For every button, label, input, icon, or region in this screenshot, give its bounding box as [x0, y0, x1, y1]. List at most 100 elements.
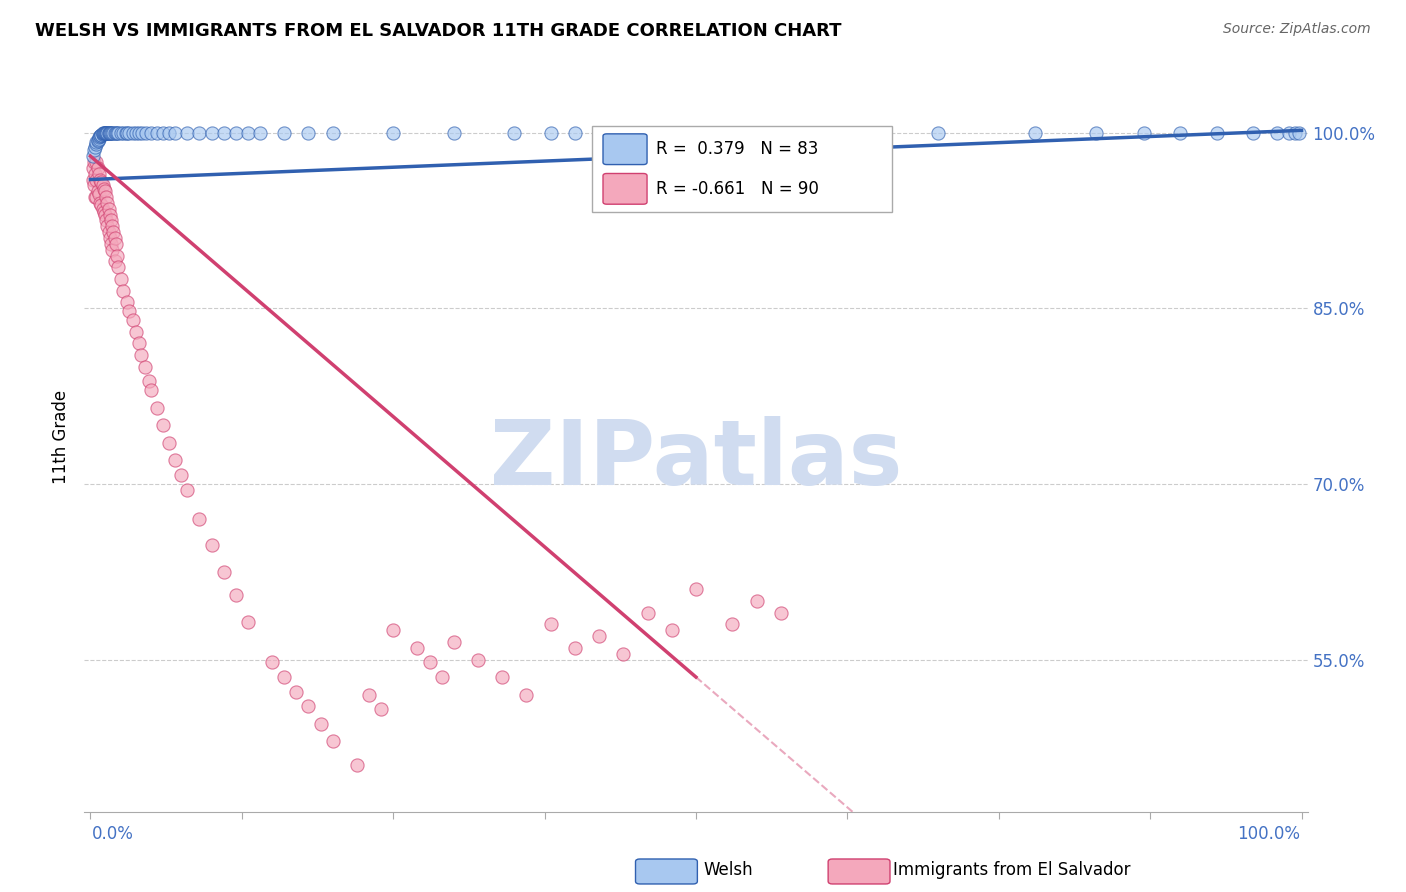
Point	[84, 139, 107, 153]
Point	[139, 126, 162, 140]
Point	[100, 213, 122, 227]
Point	[188, 126, 211, 140]
Point	[112, 126, 135, 140]
Point	[249, 126, 271, 140]
Point	[128, 336, 150, 351]
Point	[90, 175, 112, 189]
FancyBboxPatch shape	[603, 173, 647, 204]
Point	[612, 647, 634, 661]
Point	[503, 126, 526, 140]
Point	[101, 219, 124, 234]
Point	[128, 126, 150, 140]
Point	[357, 688, 380, 702]
Point	[82, 172, 104, 186]
Point	[91, 127, 114, 141]
Point	[131, 126, 153, 140]
Point	[134, 359, 156, 374]
Point	[86, 134, 108, 148]
Point	[96, 219, 118, 234]
Point	[83, 155, 105, 169]
Point	[637, 126, 659, 140]
Point	[89, 129, 111, 144]
Point	[105, 249, 128, 263]
Point	[96, 126, 118, 140]
Point	[262, 655, 284, 669]
Point	[125, 126, 148, 140]
Point	[225, 588, 247, 602]
Bar	[592, 126, 891, 212]
Point	[90, 128, 112, 142]
Point	[98, 231, 121, 245]
Point	[96, 196, 118, 211]
Point	[94, 208, 117, 222]
Point	[588, 629, 610, 643]
Point	[83, 178, 105, 193]
Point	[491, 670, 513, 684]
Text: R =  0.379   N = 83: R = 0.379 N = 83	[655, 140, 818, 158]
Point	[86, 133, 108, 147]
Point	[165, 126, 187, 140]
Text: Source: ZipAtlas.com: Source: ZipAtlas.com	[1223, 22, 1371, 37]
FancyBboxPatch shape	[603, 134, 647, 164]
Point	[188, 512, 211, 526]
Point	[152, 126, 174, 140]
Point	[745, 594, 768, 608]
Point	[87, 130, 110, 145]
Point	[721, 617, 744, 632]
Point	[118, 303, 141, 318]
Point	[96, 126, 118, 140]
Point	[105, 126, 128, 140]
Point	[346, 757, 368, 772]
Point	[84, 190, 107, 204]
Point	[89, 196, 111, 211]
Point	[115, 126, 138, 140]
Point	[97, 225, 120, 239]
Point	[86, 155, 108, 169]
Point	[443, 635, 465, 649]
Text: Welsh: Welsh	[703, 861, 752, 879]
Point	[93, 126, 115, 140]
Point	[1265, 126, 1288, 140]
Point	[97, 126, 120, 140]
Point	[86, 172, 108, 186]
Point	[1278, 126, 1301, 140]
Point	[382, 126, 405, 140]
Point	[165, 453, 187, 467]
Point	[146, 126, 169, 140]
Point	[96, 213, 118, 227]
Point	[125, 325, 148, 339]
Point	[200, 126, 222, 140]
Point	[98, 126, 121, 140]
Point	[121, 126, 143, 140]
Point	[135, 126, 157, 140]
Point	[1024, 126, 1046, 140]
Point	[89, 129, 111, 144]
Point	[297, 126, 319, 140]
Text: 100.0%: 100.0%	[1237, 825, 1301, 843]
Point	[588, 126, 610, 140]
Point	[564, 640, 586, 655]
Point	[170, 467, 193, 482]
Point	[382, 624, 405, 638]
Point	[89, 172, 111, 186]
Point	[176, 483, 198, 497]
Point	[104, 126, 127, 140]
Point	[157, 436, 180, 450]
Point	[157, 126, 180, 140]
Point	[110, 126, 132, 140]
Point	[121, 313, 143, 327]
Text: R = -0.661   N = 90: R = -0.661 N = 90	[655, 180, 818, 198]
Point	[82, 149, 104, 163]
Point	[370, 701, 392, 715]
Point	[661, 126, 683, 140]
Point	[104, 254, 127, 268]
Y-axis label: 11th Grade: 11th Grade	[52, 390, 70, 484]
Point	[212, 565, 235, 579]
Point	[685, 126, 707, 140]
Point	[103, 225, 125, 239]
Point	[273, 126, 295, 140]
Point	[1284, 126, 1306, 140]
Point	[90, 128, 112, 142]
Point	[540, 126, 562, 140]
Point	[430, 670, 453, 684]
